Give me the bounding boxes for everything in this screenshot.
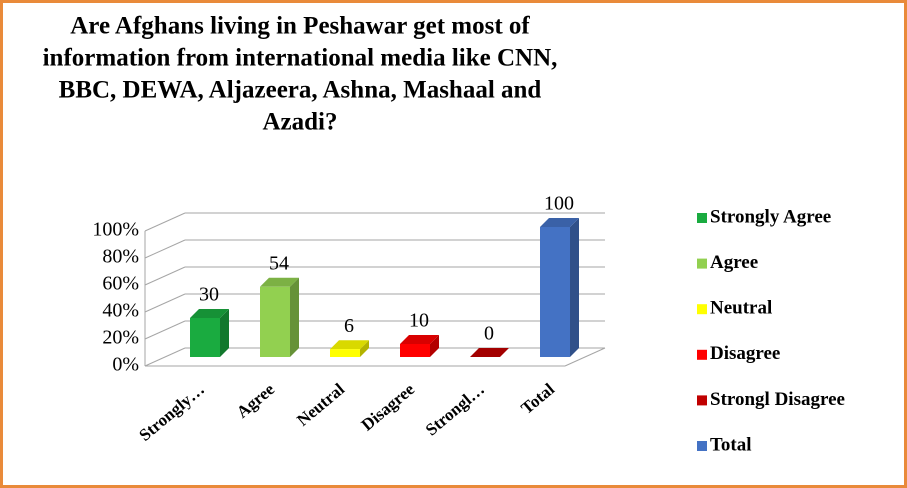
legend-swatch — [697, 441, 707, 451]
y-tick-label: 20% — [102, 327, 139, 349]
value-label: 0 — [484, 323, 494, 345]
chart-title: Azadi? — [263, 109, 338, 136]
bar-top — [190, 309, 229, 318]
grid-wall — [144, 320, 186, 340]
legend-label: Neutral — [710, 298, 772, 319]
bar-side — [570, 218, 579, 357]
chart-title: BBC, DEWA, Aljazeera, Ashna, Mashaal and — [59, 77, 542, 104]
floor-right — [564, 347, 606, 367]
bar-side — [290, 277, 299, 357]
bar-top — [330, 340, 369, 350]
value-label: 6 — [344, 315, 354, 337]
legend-swatch — [697, 213, 707, 223]
grid-wall — [144, 266, 186, 286]
chart-title: information from international media lik… — [43, 45, 558, 72]
value-label: 10 — [409, 310, 429, 332]
y-tick-label: 0% — [112, 354, 139, 376]
legend-swatch — [697, 258, 707, 269]
y-tick-label: 40% — [102, 300, 139, 322]
legend-swatch — [697, 349, 707, 360]
bar-top — [260, 277, 299, 287]
bar-top — [470, 348, 509, 357]
value-label: 54 — [269, 252, 289, 274]
grid-wall — [144, 212, 186, 232]
y-tick-label: 80% — [102, 246, 139, 268]
grid-wall — [144, 347, 186, 367]
bar — [540, 227, 570, 357]
bar — [190, 318, 220, 357]
bar-side — [360, 340, 369, 357]
legend-label: Disagree — [710, 343, 780, 364]
bar-top — [540, 218, 579, 227]
legend-label: Strongl Disagree — [710, 389, 845, 410]
bar-top — [400, 335, 439, 344]
legend-label: Strongly Agree — [710, 206, 831, 227]
value-label: 30 — [199, 284, 219, 306]
legend-swatch — [697, 304, 707, 315]
grid-wall — [144, 293, 186, 313]
bar-side — [430, 335, 439, 357]
chart-title: Are Afghans living in Peshawar get most … — [70, 13, 530, 40]
legend-swatch — [697, 395, 707, 406]
grid-wall — [144, 239, 186, 259]
y-tick-label: 100% — [92, 219, 139, 241]
bar — [260, 286, 290, 357]
bar — [400, 344, 430, 357]
value-label: 100 — [544, 193, 574, 215]
bar-side — [220, 309, 229, 357]
legend-label: Agree — [710, 252, 758, 273]
legend-label: Total — [710, 434, 752, 455]
y-tick-label: 60% — [102, 273, 139, 295]
bar — [330, 349, 360, 357]
